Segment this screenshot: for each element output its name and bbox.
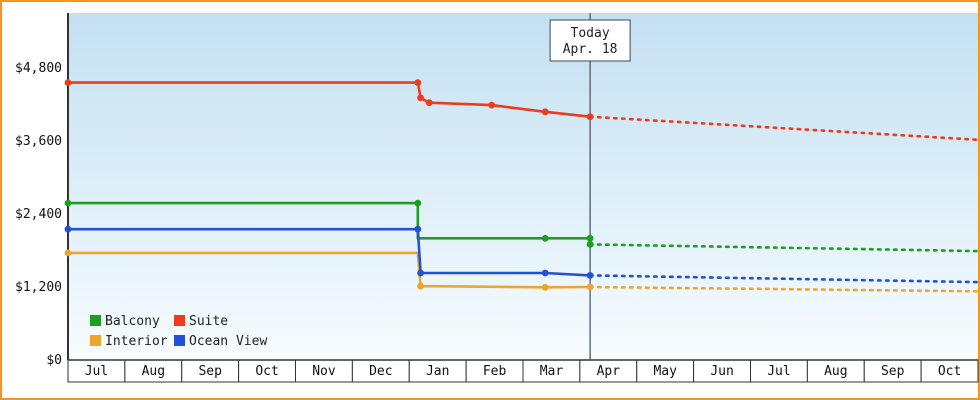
legend-swatch-ocean-view [174, 335, 185, 346]
x-axis-label: Feb [483, 364, 507, 379]
data-point-balcony [541, 234, 549, 242]
data-point-interior [541, 283, 549, 291]
data-point-ocean-view [414, 225, 422, 233]
x-axis-label: Apr [597, 364, 621, 379]
y-axis-label: $3,600 [15, 134, 62, 149]
x-axis-label: Mar [540, 364, 564, 379]
plot-area [68, 13, 978, 360]
x-axis-label: Jul [85, 364, 108, 379]
x-axis-label: Oct [938, 364, 961, 379]
data-point-suite [425, 99, 433, 107]
x-axis-label: Jul [767, 364, 790, 379]
today-label-line2: Apr. 18 [563, 42, 618, 57]
data-point-suite [586, 113, 594, 121]
data-point-interior [586, 283, 594, 291]
legend-swatch-suite [174, 315, 185, 326]
legend-swatch-interior [90, 335, 101, 346]
data-point-ocean-view [417, 269, 424, 277]
data-point-ocean-view [586, 272, 594, 279]
today-label-box [549, 19, 631, 62]
x-axis-label: May [653, 364, 677, 379]
x-axis-label: Aug [142, 364, 165, 379]
data-point-ocean-view [64, 225, 72, 233]
y-axis-label: $4,800 [15, 61, 62, 76]
data-point-interior [417, 282, 424, 290]
series-forecast-balcony [588, 243, 980, 253]
data-point-balcony [586, 234, 594, 242]
x-axis-label: Dec [369, 364, 392, 379]
x-axis-label: Nov [312, 364, 336, 379]
data-point-ocean-view [541, 269, 549, 277]
legend-label-ocean-view: Ocean View [189, 334, 267, 349]
legend-label-suite: Suite [189, 314, 228, 329]
y-axis-label: $1,200 [15, 280, 62, 295]
x-axis-label: Sep [198, 364, 222, 379]
data-point-suite [541, 108, 549, 116]
y-axis-label: $0 [46, 353, 62, 368]
data-point-suite [414, 79, 422, 86]
data-point-balcony [414, 199, 422, 207]
x-axis-label: Jan [426, 364, 449, 379]
data-point-balcony [586, 241, 594, 248]
today-label-line1: Today [571, 26, 610, 41]
x-axis-label: Jun [710, 364, 733, 379]
series-forecast-suite [588, 115, 980, 142]
x-axis-label: Sep [881, 364, 905, 379]
data-point-suite [417, 94, 424, 102]
data-point-interior [64, 249, 72, 257]
series-forecast-ocean-view [588, 274, 980, 284]
legend-swatch-balcony [90, 315, 101, 326]
data-point-balcony [64, 199, 72, 207]
data-point-suite [64, 79, 72, 86]
y-axis-label: $2,400 [15, 207, 62, 222]
series-forecast-interior [588, 285, 980, 293]
x-axis-label: Oct [255, 364, 278, 379]
data-point-suite [488, 101, 496, 109]
legend-label-balcony: Balcony [105, 314, 160, 329]
legend-label-interior: Interior [105, 334, 168, 349]
x-axis-label: Aug [824, 364, 847, 379]
